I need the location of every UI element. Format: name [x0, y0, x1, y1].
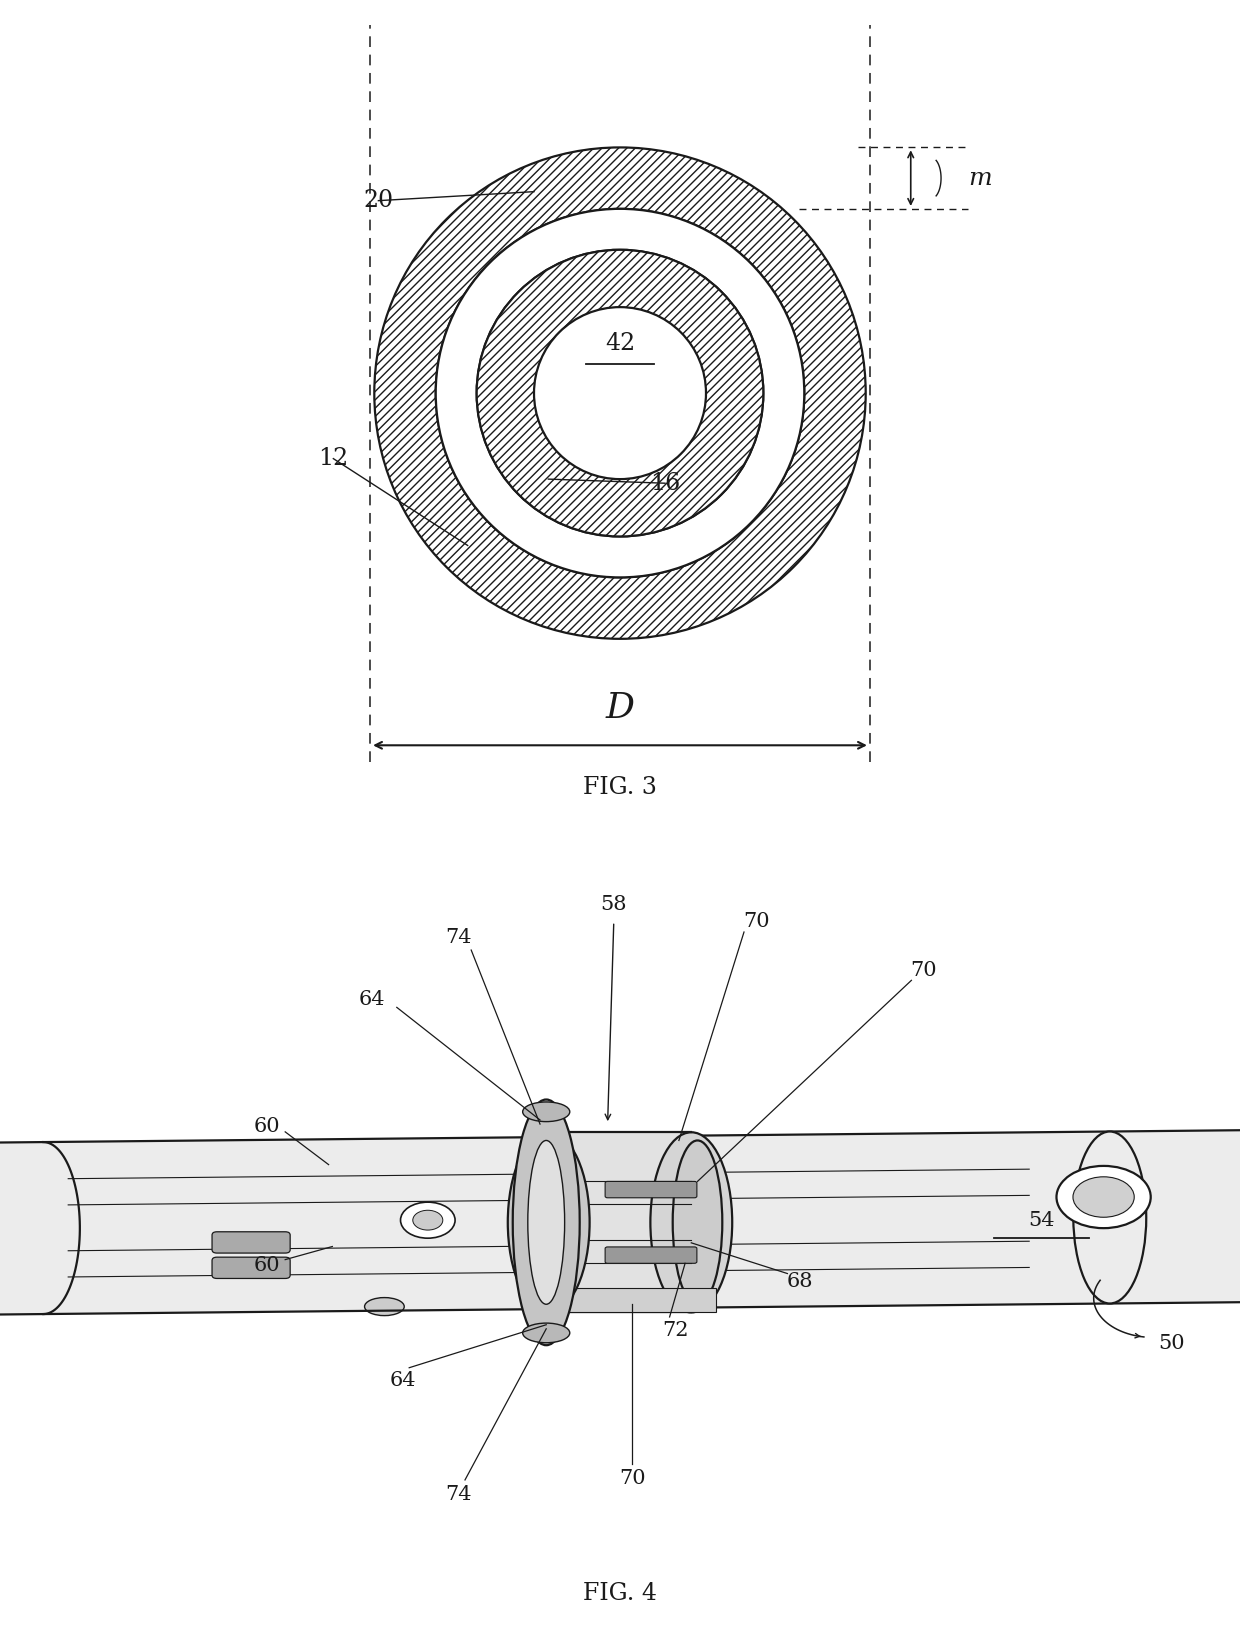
Text: 74: 74 — [445, 929, 472, 947]
Text: 42: 42 — [605, 333, 635, 355]
Text: 64: 64 — [358, 989, 386, 1009]
Text: 74: 74 — [445, 1486, 472, 1504]
FancyBboxPatch shape — [212, 1232, 290, 1253]
Ellipse shape — [508, 1132, 590, 1312]
FancyBboxPatch shape — [605, 1247, 697, 1263]
Ellipse shape — [435, 208, 805, 578]
Ellipse shape — [523, 1324, 569, 1343]
FancyBboxPatch shape — [212, 1258, 290, 1278]
Ellipse shape — [476, 249, 764, 537]
Ellipse shape — [1074, 1132, 1146, 1304]
Ellipse shape — [528, 1140, 564, 1304]
Text: 70: 70 — [619, 1469, 646, 1487]
Text: 64: 64 — [389, 1371, 417, 1389]
Text: 70: 70 — [743, 912, 770, 930]
Ellipse shape — [374, 147, 866, 639]
Polygon shape — [549, 1287, 717, 1312]
Ellipse shape — [650, 1132, 732, 1312]
Text: 20: 20 — [363, 188, 393, 213]
Text: m: m — [968, 167, 992, 190]
Text: 68: 68 — [786, 1273, 813, 1291]
FancyBboxPatch shape — [605, 1181, 697, 1197]
Ellipse shape — [435, 208, 805, 578]
Polygon shape — [0, 1130, 1240, 1314]
Circle shape — [413, 1210, 443, 1230]
Ellipse shape — [672, 1140, 722, 1304]
Ellipse shape — [523, 1102, 569, 1122]
Polygon shape — [549, 1132, 692, 1312]
Text: D: D — [605, 691, 635, 726]
Text: 72: 72 — [662, 1322, 689, 1340]
Text: 60: 60 — [253, 1117, 280, 1135]
Ellipse shape — [476, 249, 764, 537]
Text: FIG. 4: FIG. 4 — [583, 1582, 657, 1605]
Text: 16: 16 — [650, 472, 681, 495]
Circle shape — [1056, 1166, 1151, 1228]
Ellipse shape — [365, 1297, 404, 1315]
Circle shape — [1073, 1176, 1135, 1217]
Text: FIG. 3: FIG. 3 — [583, 775, 657, 798]
Text: 54: 54 — [1028, 1210, 1055, 1230]
Text: 60: 60 — [253, 1256, 280, 1274]
Text: 70: 70 — [910, 962, 937, 980]
Ellipse shape — [513, 1099, 580, 1345]
Text: 58: 58 — [600, 896, 627, 914]
Ellipse shape — [534, 308, 706, 478]
Text: 12: 12 — [319, 447, 348, 470]
Text: 50: 50 — [1158, 1333, 1185, 1353]
Circle shape — [401, 1202, 455, 1238]
